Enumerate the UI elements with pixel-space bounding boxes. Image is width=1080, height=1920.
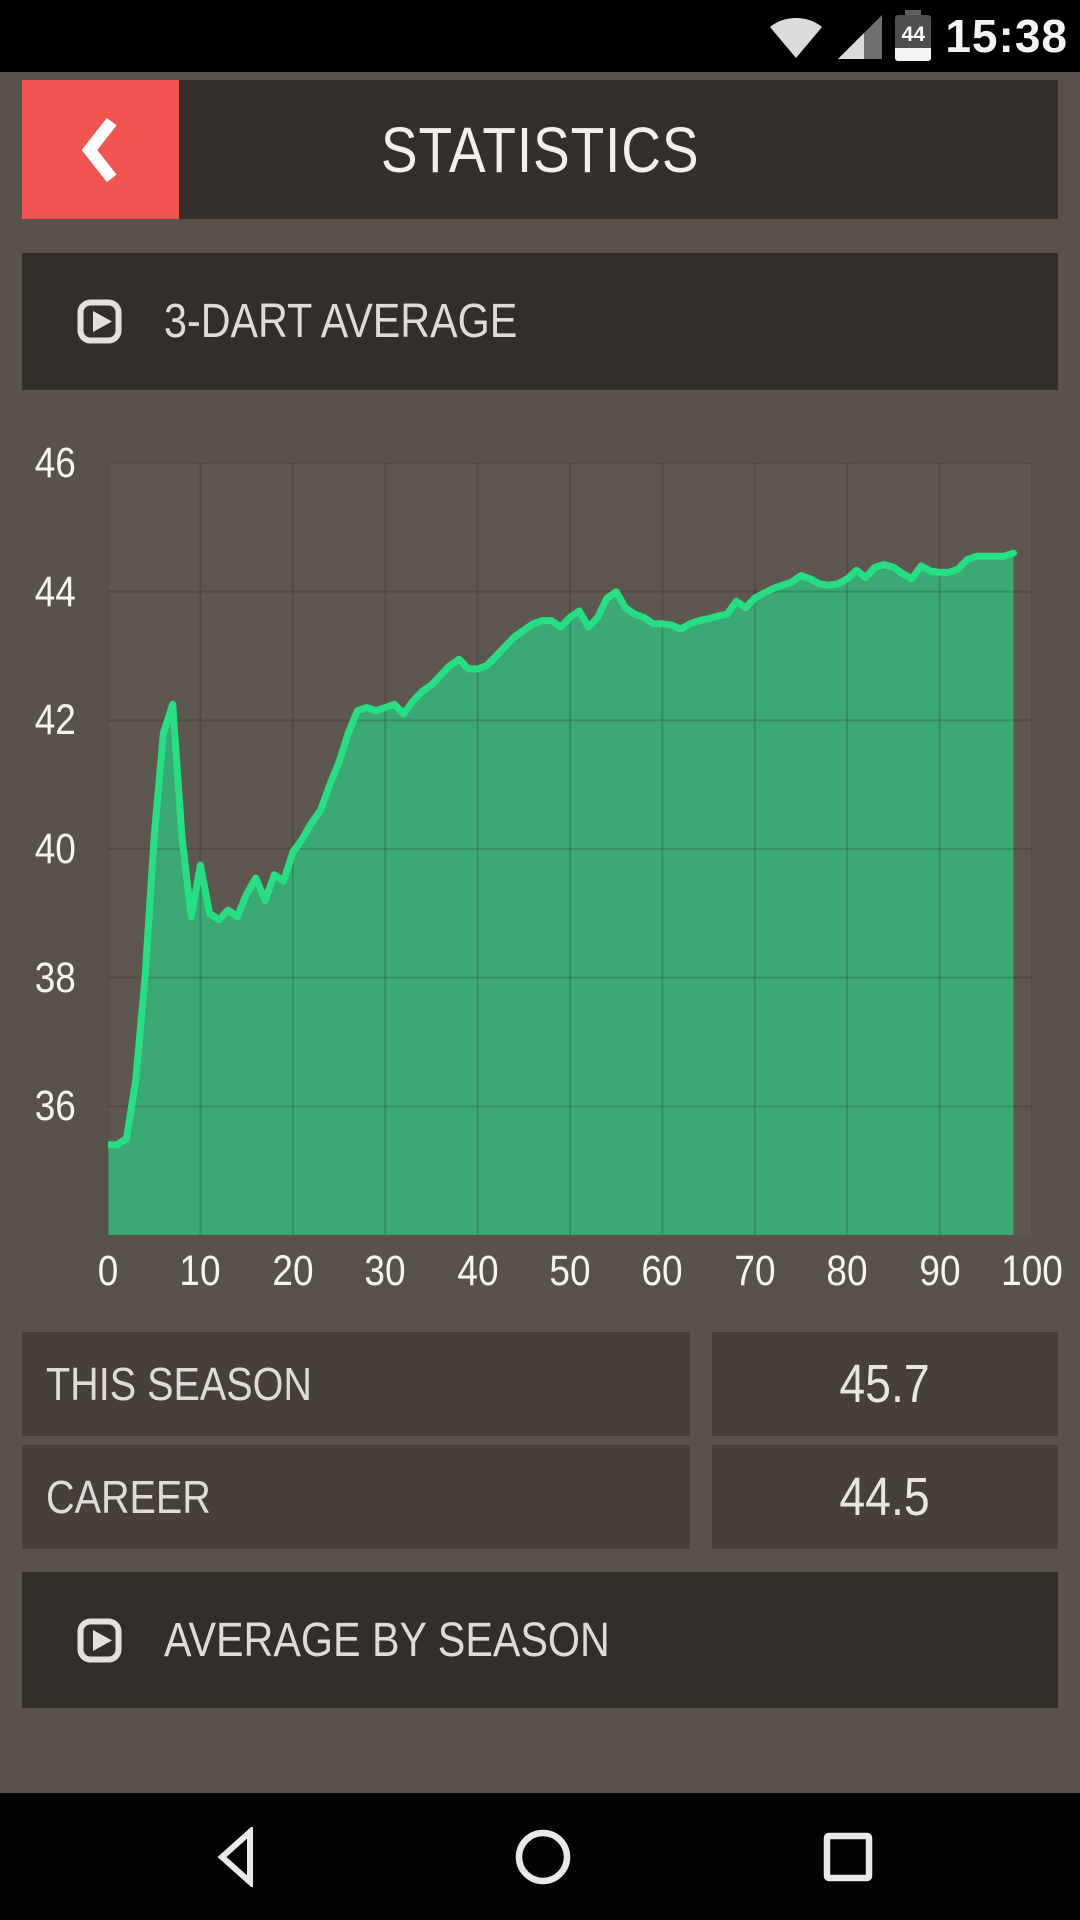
y-axis-label: 46 [34,439,76,487]
section-header-average-by-season[interactable]: AVERAGE BY SEASON [22,1572,1058,1708]
x-axis-label: 50 [549,1247,591,1295]
battery-level-fill [895,48,932,61]
y-axis-labels: 36 38 40 42 44 46 [0,439,80,1235]
x-axis-label: 90 [919,1247,961,1295]
x-axis-label: 0 [97,1247,119,1295]
x-axis-label: 20 [272,1247,314,1295]
stat-label-this-season: THIS SEASON [22,1332,690,1436]
chevron-left-icon [81,117,117,182]
battery-icon: 44 [895,8,932,64]
navigation-bar [0,1793,1080,1920]
stat-value-this-season: 45.7 [712,1332,1058,1436]
x-axis-label: 80 [826,1247,868,1295]
x-axis-label: 10 [179,1247,221,1295]
back-button[interactable] [22,80,179,219]
x-axis-label: 70 [734,1247,776,1295]
x-axis-label: 60 [641,1247,683,1295]
signal-icon [838,15,883,59]
battery-body: 44 [895,15,932,61]
nav-recents-button[interactable] [788,1793,908,1920]
stat-label-career: CAREER [22,1445,690,1549]
x-axis-label: 40 [457,1247,499,1295]
page-title: STATISTICS [380,113,700,186]
chart-plot-svg [108,463,1032,1235]
nav-home-button[interactable] [483,1793,603,1920]
y-axis-label: 40 [34,825,76,873]
home-circle-icon [515,1829,571,1884]
area-fill [108,553,1014,1235]
y-axis-label: 44 [34,567,76,616]
y-axis-label: 42 [34,696,76,745]
x-axis-label: 100 [1001,1247,1063,1295]
play-icon [77,299,122,344]
battery-percent: 44 [901,23,926,46]
battery-nub [905,10,922,16]
trend-line [108,549,1017,1149]
section-header-3-dart-average[interactable]: 3-DART AVERAGE [22,253,1058,390]
x-axis-labels: 0 10 20 30 40 50 60 70 80 90 100 [98,1244,1063,1300]
play-icon [77,1618,122,1662]
status-clock: 15:38 [945,10,1068,62]
section-title: 3-DART AVERAGE [164,295,518,348]
nav-back-button[interactable] [177,1793,297,1920]
wifi-icon [770,18,823,58]
y-axis-label: 38 [34,953,76,1002]
section-title: AVERAGE BY SEASON [164,1613,610,1667]
recents-square-icon [823,1832,873,1881]
back-triangle-icon [217,1826,253,1887]
y-axis-label: 36 [34,1082,76,1131]
status-bar: 44 15:38 [0,0,1080,72]
header: STATISTICS [22,80,1058,219]
stat-value-career: 44.5 [712,1445,1058,1549]
x-axis-label: 30 [364,1247,406,1295]
